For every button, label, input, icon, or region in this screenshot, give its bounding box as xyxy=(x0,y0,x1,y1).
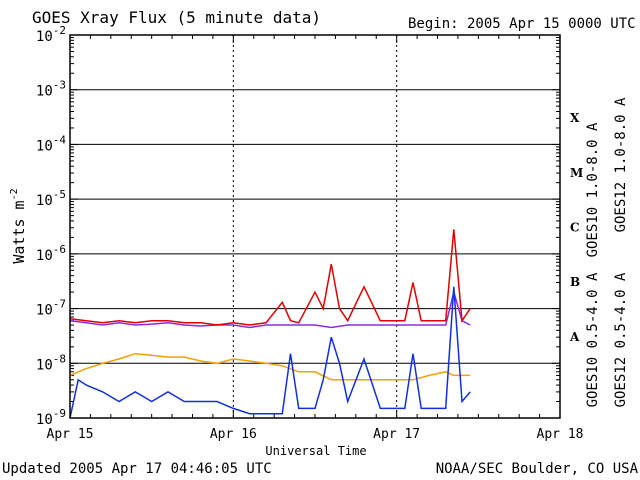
y-tick-label: 10-5 xyxy=(36,188,66,209)
y-tick-label: 10-8 xyxy=(36,352,66,373)
x-axis-label: Universal Time xyxy=(265,444,366,458)
y-tick-label: 10-4 xyxy=(36,133,66,154)
series-lines xyxy=(69,229,471,419)
x-tick-label: Apr 16 xyxy=(210,427,257,442)
y-tick-label: 10-3 xyxy=(36,79,66,100)
y-tick-label: 10-2 xyxy=(36,24,66,45)
svg-text:Watts m-2: Watts m-2 xyxy=(9,188,28,263)
x-tick-label: Apr 17 xyxy=(373,427,420,442)
y-tick-label: 10-7 xyxy=(36,298,66,319)
flare-class-labels: X M C B A xyxy=(569,111,583,344)
y-tick-labels: 10-2 10-3 10-4 10-5 10-6 10-7 10-8 10-9 xyxy=(36,24,66,428)
legend-entry: GOES12 1.0-8.0 A xyxy=(613,97,629,232)
series-line xyxy=(69,229,471,326)
y-axis-label-text: Watts m xyxy=(10,200,28,263)
flare-class-label: A xyxy=(569,330,580,344)
flare-class-label: B xyxy=(570,275,580,289)
credit-label: NOAA/SEC Boulder, CO USA xyxy=(436,461,639,477)
flare-class-label: X xyxy=(570,111,580,125)
flare-class-label: M xyxy=(570,166,583,180)
plot-frame xyxy=(69,34,561,419)
legend-entry: GOES10 0.5-4.0 A xyxy=(585,272,601,407)
legend: GOES10 1.0-8.0 A GOES12 1.0-8.0 A GOES10 0… xyxy=(585,97,629,407)
y-axis-label-superscript: -2 xyxy=(9,188,20,200)
x-tick-label: Apr 15 xyxy=(47,427,94,442)
axis-ticks xyxy=(69,35,561,419)
y-axis-label: Watts m-2 xyxy=(9,188,28,263)
legend-entry: GOES12 0.5-4.0 A xyxy=(613,272,629,407)
legend-entry: GOES10 1.0-8.0 A xyxy=(585,122,601,257)
y-tick-label: 10-9 xyxy=(36,407,66,428)
series-line xyxy=(69,289,471,329)
series-line xyxy=(69,352,471,381)
flare-class-label: C xyxy=(570,221,580,235)
begin-label: Begin: 2005 Apr 15 0000 UTC xyxy=(408,16,636,32)
x-tick-labels: Apr 15 Apr 16 Apr 17 Apr 18 xyxy=(47,427,584,442)
series-line xyxy=(69,286,471,419)
gridlines xyxy=(70,89,560,364)
day-dividers xyxy=(232,35,398,418)
updated-timestamp: Updated 2005 Apr 17 04:46:05 UTC xyxy=(2,461,272,477)
chart-title: GOES Xray Flux (5 minute data) xyxy=(32,8,321,27)
y-tick-label: 10-6 xyxy=(36,243,66,264)
x-tick-label: Apr 18 xyxy=(537,427,584,442)
